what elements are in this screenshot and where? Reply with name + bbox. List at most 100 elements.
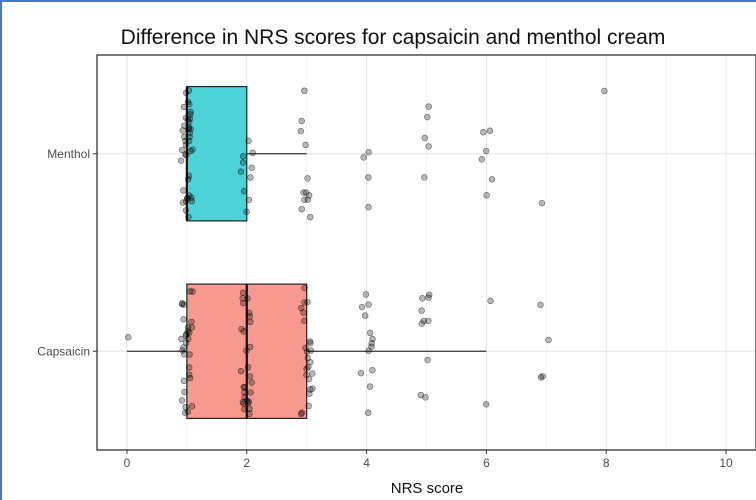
data-point	[297, 127, 304, 135]
data-point	[182, 198, 190, 205]
data-point	[183, 151, 190, 159]
data-point	[537, 374, 545, 381]
data-point	[300, 317, 308, 324]
data-point	[182, 403, 189, 411]
data-point	[182, 114, 190, 121]
data-point	[539, 373, 546, 380]
data-point	[366, 329, 374, 337]
data-point	[364, 409, 372, 416]
data-point	[480, 129, 487, 136]
data-point	[178, 335, 185, 343]
data-point	[186, 119, 193, 126]
data-point	[538, 199, 546, 207]
x-tick-label: 8	[603, 456, 610, 470]
x-tick-label: 10	[719, 456, 733, 470]
data-point	[244, 295, 251, 302]
data-point	[303, 348, 311, 355]
data-point	[238, 325, 245, 333]
x-axis-label: NRS score	[391, 480, 464, 497]
data-point	[188, 403, 196, 410]
data-point	[301, 196, 308, 203]
data-point	[248, 164, 255, 171]
data-point	[365, 203, 372, 211]
data-point	[487, 297, 494, 305]
data-point	[425, 317, 432, 325]
data-point	[180, 316, 187, 323]
data-point	[488, 176, 496, 183]
data-point	[362, 291, 370, 298]
data-point	[305, 363, 312, 371]
data-point	[537, 301, 544, 308]
chart-title: Difference in NRS scores for capsaicin a…	[121, 26, 666, 49]
data-point	[298, 409, 306, 416]
data-point	[418, 320, 425, 327]
data-point	[178, 397, 186, 404]
data-point	[180, 187, 187, 194]
data-point	[309, 385, 316, 392]
data-point	[184, 194, 191, 202]
data-point	[179, 347, 186, 354]
data-point	[239, 295, 246, 302]
data-point	[247, 318, 254, 326]
data-point	[425, 103, 432, 110]
data-point	[360, 154, 367, 161]
data-point	[419, 295, 426, 302]
data-point	[298, 304, 305, 312]
data-point	[187, 108, 194, 116]
data-point	[186, 351, 193, 358]
axis-ticks: 0 2 4 6 8 10 Menthol Capsaicin	[37, 147, 733, 470]
data-point	[244, 364, 252, 371]
data-point	[181, 351, 188, 358]
data-point	[365, 149, 372, 156]
plot-border	[96, 54, 756, 451]
data-point	[246, 410, 253, 418]
data-point	[246, 373, 254, 380]
data-point	[240, 187, 248, 195]
data-point	[240, 328, 247, 335]
data-point	[425, 143, 432, 150]
data-point	[246, 405, 253, 413]
data-point	[301, 284, 308, 292]
data-point	[422, 394, 429, 401]
data-point	[483, 192, 490, 199]
data-point	[185, 175, 192, 183]
data-point	[300, 189, 307, 196]
data-point	[305, 402, 312, 410]
data-point	[368, 343, 375, 350]
data-point	[180, 301, 188, 309]
x-tick-label: 6	[483, 456, 490, 470]
data-point	[241, 393, 248, 401]
data-point	[125, 334, 132, 341]
data-point	[188, 318, 195, 326]
data-point	[179, 146, 186, 154]
data-point	[239, 159, 247, 166]
x-tick-label: 4	[363, 456, 370, 470]
data-point	[181, 388, 188, 396]
data-point	[425, 294, 432, 301]
y-tick-label: Capsaicin	[37, 344, 90, 358]
data-point	[237, 367, 245, 375]
data-point	[301, 299, 308, 306]
data-point	[307, 213, 314, 221]
data-point	[180, 103, 188, 111]
data-point	[185, 87, 193, 94]
data-point	[186, 371, 193, 378]
data-point	[239, 289, 247, 297]
data-point	[298, 205, 305, 213]
data-point	[307, 359, 314, 366]
data-point	[306, 390, 313, 397]
data-point	[369, 366, 376, 374]
jitter-points	[125, 87, 608, 418]
data-point	[182, 207, 190, 214]
data-point	[358, 303, 366, 311]
data-point	[187, 147, 194, 155]
data-point	[357, 369, 365, 377]
data-point	[246, 313, 254, 320]
data-point	[245, 399, 252, 407]
data-point	[601, 87, 608, 95]
data-point	[478, 156, 486, 163]
x-tick-label: 2	[243, 456, 250, 470]
data-point	[237, 168, 245, 175]
